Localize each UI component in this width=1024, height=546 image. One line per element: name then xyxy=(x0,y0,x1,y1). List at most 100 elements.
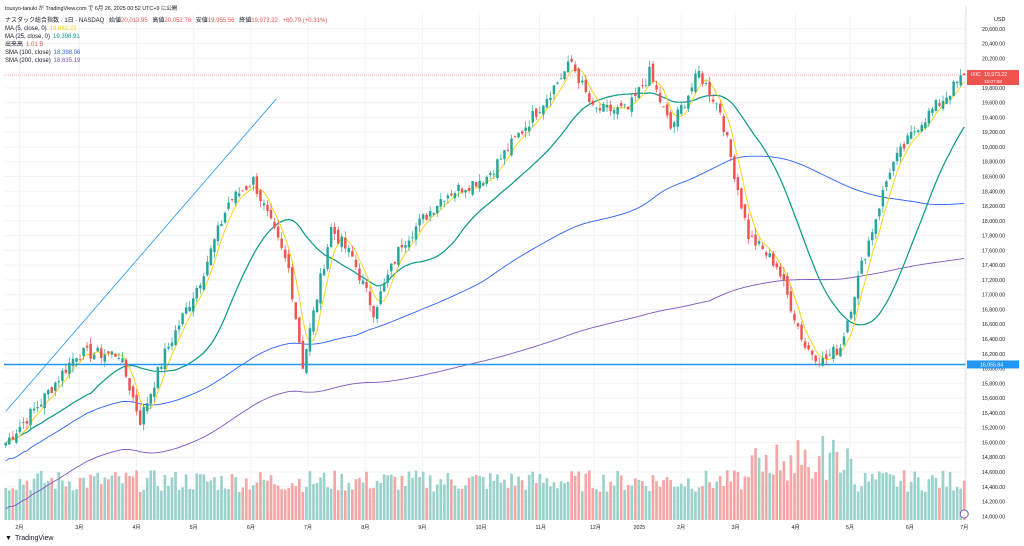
candle-body xyxy=(301,340,305,369)
candle-body xyxy=(619,103,623,107)
candle-body xyxy=(400,244,404,248)
volume-bar xyxy=(835,452,839,520)
candle-body xyxy=(881,190,885,207)
support-price-label: 16,055.84 xyxy=(980,362,1003,368)
volume-bar xyxy=(460,488,464,520)
volume-bar xyxy=(885,472,888,520)
volume-bars xyxy=(4,435,966,520)
candle-body xyxy=(439,199,443,207)
volume-bar xyxy=(106,479,110,520)
candle-body xyxy=(566,61,570,73)
indicator-ma5[interactable]: MA (5, close, 0) 19,882.23 xyxy=(5,25,327,33)
tradingview-icon: ▼ xyxy=(5,535,12,542)
volume-bar xyxy=(131,476,135,520)
candle-body xyxy=(846,320,849,333)
volume-bar xyxy=(750,455,754,520)
candle-body xyxy=(701,73,704,84)
candle-body xyxy=(909,131,913,139)
volume-bar xyxy=(672,486,676,520)
candle-body xyxy=(535,108,538,117)
candle-body xyxy=(796,323,800,327)
volume-bar xyxy=(411,477,414,520)
volume-bar xyxy=(778,470,782,520)
symbol-line: ナスダック総合指数 · 1日 · NASDAQ xyxy=(5,18,105,24)
price-tick-label: 16,600.00 xyxy=(982,322,1005,328)
price-tick-label: 20,200.00 xyxy=(982,56,1005,62)
candle-body xyxy=(248,186,252,188)
candle-body xyxy=(602,103,605,112)
candle-body xyxy=(634,93,637,96)
volume-bar xyxy=(110,475,114,520)
volume-bar xyxy=(442,484,446,520)
indicator-sma100[interactable]: SMA (100, close) 18,398.06 xyxy=(5,49,327,57)
candle-body xyxy=(517,133,520,138)
volume-bar xyxy=(198,474,202,520)
candle-body xyxy=(114,353,117,357)
volume-bar xyxy=(393,476,397,520)
volume-bar xyxy=(563,482,566,520)
candle-body xyxy=(11,436,15,440)
candle-body xyxy=(312,310,315,332)
volume-bar xyxy=(931,475,934,520)
volume-bar xyxy=(336,490,340,520)
candle-body xyxy=(863,259,867,261)
volume-bar xyxy=(50,478,54,520)
volume-bar xyxy=(595,489,598,520)
volume-bar xyxy=(609,481,612,520)
volume-bar xyxy=(308,471,312,520)
ohlc-line: ナスダック総合指数 · 1日 · NASDAQ 始値20,013.95 高値20… xyxy=(5,17,327,25)
volume-bar xyxy=(163,474,167,520)
volume-bar xyxy=(775,444,779,520)
volume-bar xyxy=(234,477,238,520)
volume-bar xyxy=(913,471,917,520)
volume-bar xyxy=(92,476,96,520)
volume-bar xyxy=(18,479,22,520)
candle-body xyxy=(772,253,775,266)
candle-body xyxy=(305,349,308,373)
volume-bar xyxy=(32,478,36,520)
price-tick-label: 17,200.00 xyxy=(982,278,1005,284)
volume-bar xyxy=(114,472,117,520)
volume-bar xyxy=(301,491,305,520)
candle-body xyxy=(64,369,68,373)
volume-bar xyxy=(492,480,496,520)
candle-body xyxy=(938,103,941,106)
volume-bar xyxy=(184,474,188,520)
volume-bar xyxy=(920,490,924,520)
candle-body xyxy=(520,131,524,134)
indicator-ma25[interactable]: MA (25, close, 0) 19,396.91 xyxy=(5,33,327,41)
volume-bar xyxy=(329,488,333,520)
last-price-value: 19,973.22 xyxy=(984,72,1007,78)
volume-bar xyxy=(117,476,121,520)
tradingview-logo[interactable]: ▼ TradingView xyxy=(5,535,53,542)
candle-body xyxy=(559,78,563,80)
candle-body xyxy=(927,110,931,124)
volume-bar xyxy=(651,475,655,520)
indicator-volume[interactable]: 出来高 1.01 B xyxy=(5,41,327,49)
volume-bar xyxy=(878,471,881,520)
volume-bar xyxy=(499,482,503,520)
indicator-sma200[interactable]: SMA (200, close) 18,635.19 xyxy=(5,57,327,65)
price-axis[interactable]: 20,600.0020,400.0020,200.0020,000.0019,8… xyxy=(959,6,1019,520)
volume-bar xyxy=(556,488,559,520)
candle-body xyxy=(722,116,725,133)
indicator-value: 18,635.19 xyxy=(53,58,81,64)
candle-body xyxy=(478,180,481,189)
candle-body xyxy=(138,410,142,425)
candle-body xyxy=(103,354,107,362)
volume-bar xyxy=(266,480,269,520)
volume-bar xyxy=(276,485,280,520)
candle-body xyxy=(54,382,57,391)
time-axis[interactable]: 2月 3月 4月 5月 6月 7月 8月 9月 10月 11月 12月 2025 2月 3月 4月 5月 6月 7… xyxy=(15,524,968,531)
candle-body xyxy=(810,350,814,355)
time-tick-label: 2025 xyxy=(634,525,646,531)
candle-body xyxy=(733,156,736,179)
candle-body xyxy=(895,152,899,162)
volume-bar xyxy=(662,480,665,520)
candle-body xyxy=(142,407,145,425)
volume-bar xyxy=(64,486,68,520)
candle-body xyxy=(856,275,860,299)
candle-body xyxy=(874,219,878,234)
candlesticks xyxy=(4,55,966,448)
